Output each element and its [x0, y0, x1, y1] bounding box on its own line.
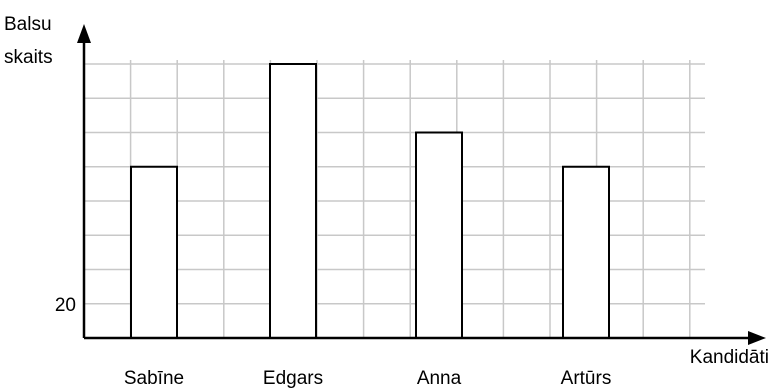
- y-tick-labels: 20: [55, 295, 76, 316]
- y-axis-arrowhead: [77, 24, 91, 43]
- bar-edgars: [269, 63, 317, 339]
- bar-anna: [415, 131, 463, 339]
- category-label: Artūrs: [561, 368, 612, 388]
- x-axis-label: Kandidāti: [690, 347, 769, 368]
- y-axis-label-line1: Balsu: [4, 14, 52, 35]
- category-label: Anna: [417, 368, 462, 388]
- bars: [130, 63, 610, 339]
- bar-artūrs: [562, 165, 610, 339]
- axes: [77, 24, 766, 345]
- bar-sabīne: [130, 165, 178, 339]
- x-axis-arrowhead: [748, 331, 766, 345]
- y-axis-label-line2: skaits: [4, 47, 53, 68]
- category-label: Edgars: [263, 368, 323, 388]
- category-label: Sabīne: [124, 368, 184, 388]
- category-labels: Sabīne Edgars Anna Artūrs: [124, 368, 611, 388]
- y-tick-label: 20: [55, 295, 76, 316]
